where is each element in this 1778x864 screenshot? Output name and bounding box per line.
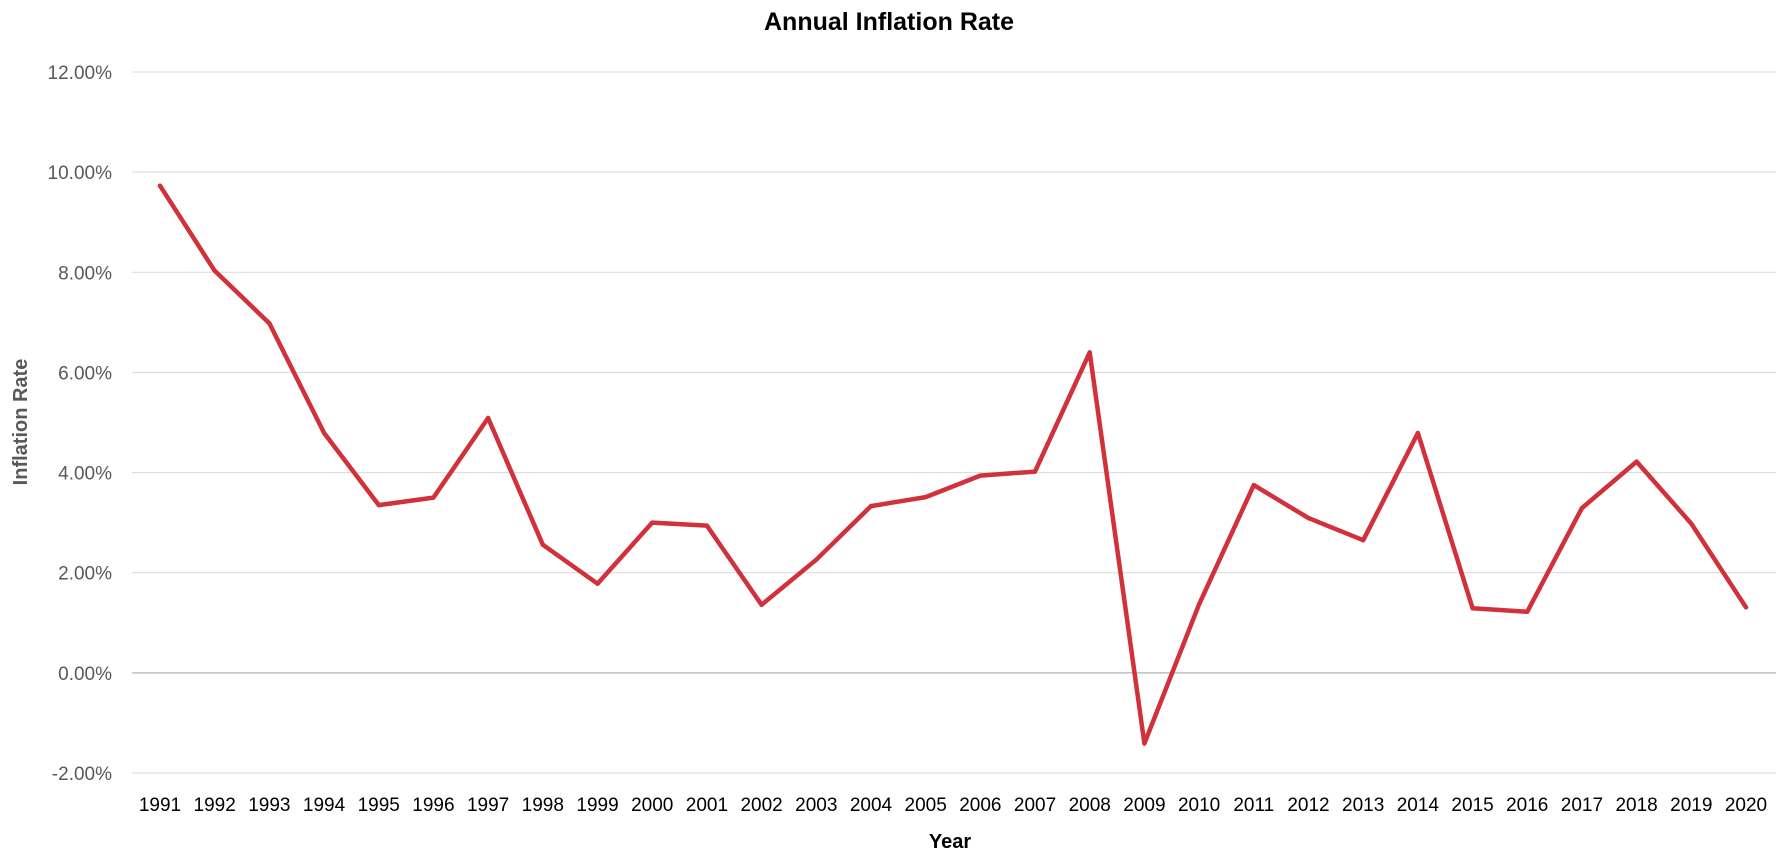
x-axis-label: Year <box>929 831 971 853</box>
x-tick-label: 2009 <box>1123 795 1165 816</box>
chart-title: Annual Inflation Rate <box>764 8 1014 36</box>
x-tick-label: 1997 <box>467 795 509 816</box>
data-point <box>1634 459 1639 464</box>
x-tick-label: 2011 <box>1233 795 1274 816</box>
series-line <box>157 183 1749 746</box>
y-tick-label: 10.00% <box>48 163 113 184</box>
x-tick-label: 1996 <box>412 795 454 816</box>
data-point <box>759 602 764 607</box>
data-point <box>1743 605 1749 610</box>
data-point <box>540 542 546 547</box>
data-point <box>1415 430 1421 436</box>
data-point <box>1470 606 1475 611</box>
y-tick-label: 12.00% <box>48 63 113 84</box>
data-point <box>157 183 163 188</box>
x-axis-tick-labels: 1991 1992 1993 1994 1995 1996 1997 1998 1999 2000… <box>139 795 1767 816</box>
x-tick-label: 1998 <box>522 795 564 816</box>
x-tick-label: 1991 <box>139 795 181 816</box>
x-tick-label: 2018 <box>1615 795 1657 816</box>
data-point <box>1525 609 1530 614</box>
x-tick-label: 1999 <box>576 795 618 816</box>
x-tick-label: 2001 <box>686 795 728 816</box>
x-tick-label: 2004 <box>850 795 893 816</box>
x-tick-label: 2007 <box>1014 795 1056 816</box>
data-point <box>978 473 983 478</box>
data-point <box>1360 537 1366 543</box>
data-point <box>431 495 436 500</box>
data-point <box>1306 515 1311 521</box>
x-tick-label: 2016 <box>1506 795 1548 816</box>
y-axis-label: Inflation Rate <box>10 359 32 486</box>
data-point <box>1196 602 1202 607</box>
data-point <box>1087 350 1092 355</box>
y-tick-label: 8.00% <box>58 263 112 284</box>
x-tick-label: 2012 <box>1287 795 1329 816</box>
x-tick-label: 2019 <box>1670 795 1712 816</box>
data-point <box>212 268 217 273</box>
data-point <box>814 557 819 562</box>
y-tick-label: 4.00% <box>58 464 112 485</box>
x-tick-label: 2020 <box>1725 795 1767 816</box>
data-point <box>1142 741 1147 746</box>
y-tick-label: 2.00% <box>58 564 112 585</box>
data-point <box>650 520 655 525</box>
y-tick-label: 6.00% <box>58 363 112 384</box>
x-tick-label: 2014 <box>1397 795 1440 816</box>
data-point <box>321 430 327 436</box>
data-point <box>376 502 381 508</box>
data-point <box>485 415 491 421</box>
data-point <box>1689 521 1694 526</box>
x-tick-label: 2000 <box>631 795 673 816</box>
data-point <box>704 523 710 528</box>
data-point <box>868 503 874 509</box>
x-tick-label: 2005 <box>905 795 947 816</box>
x-tick-label: 1993 <box>248 795 290 816</box>
y-tick-label: -2.00% <box>52 764 112 785</box>
y-tick-label: 0.00% <box>58 664 112 685</box>
x-tick-label: 2017 <box>1561 795 1603 816</box>
x-tick-label: 2013 <box>1342 795 1384 816</box>
x-tick-label: 1992 <box>194 795 236 816</box>
data-point <box>267 321 272 326</box>
x-tick-label: 2006 <box>959 795 1001 816</box>
x-tick-label: 2015 <box>1451 795 1493 816</box>
y-axis-tick-labels: -2.00% 0.00% 2.00% 4.00% 6.00% 8.00% 10.00% 12.… <box>48 63 113 785</box>
x-tick-label: 1994 <box>303 795 346 816</box>
x-tick-label: 2010 <box>1178 795 1220 816</box>
x-tick-label: 2003 <box>795 795 837 816</box>
x-tick-label: 2008 <box>1069 795 1111 816</box>
x-tick-label: 1995 <box>358 795 400 816</box>
gridlines <box>132 71 1776 774</box>
series-lines <box>157 183 1749 746</box>
data-point <box>1579 505 1585 511</box>
x-tick-label: 2002 <box>740 795 782 816</box>
data-point <box>1032 469 1038 474</box>
data-point <box>1251 482 1256 488</box>
data-point <box>595 581 600 586</box>
data-point <box>923 494 928 500</box>
